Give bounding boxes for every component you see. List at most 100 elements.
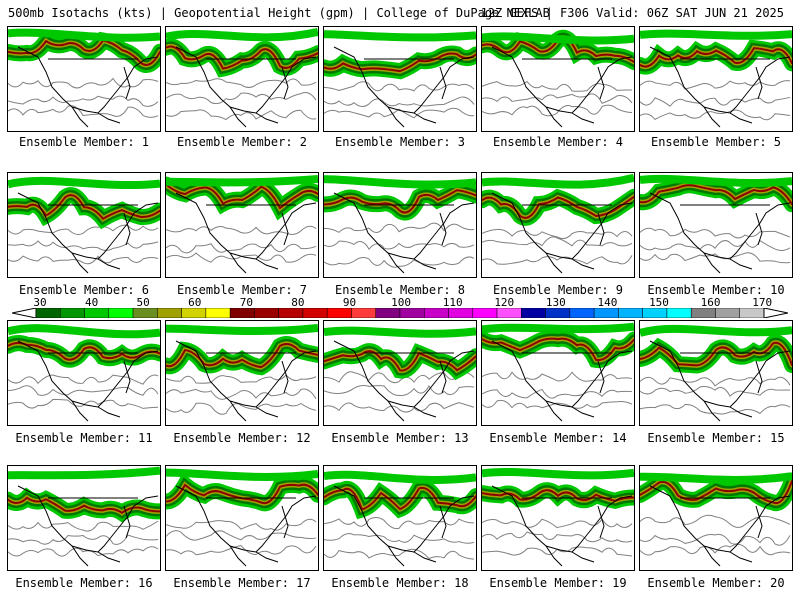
member-caption: Ensemble Member: 14 xyxy=(489,431,627,445)
height-contour xyxy=(324,517,475,530)
jet-isotach-band xyxy=(8,39,160,66)
jet-isotach-band xyxy=(324,52,476,73)
member-caption: Ensemble Member: 5 xyxy=(650,135,782,149)
coastline-outline xyxy=(491,485,633,567)
coastline-outline xyxy=(649,485,791,567)
jet-isotach-band xyxy=(482,322,634,334)
member-map xyxy=(640,324,792,422)
member-panel xyxy=(481,320,635,426)
colorbar-swatch xyxy=(399,308,425,318)
coastline-outline xyxy=(175,340,317,422)
colorbar-swatch xyxy=(618,308,643,318)
height-contour xyxy=(324,384,475,397)
member-caption: Ensemble Member: 8 xyxy=(334,283,466,297)
colorbar-swatch xyxy=(35,308,61,318)
member-caption: Ensemble Member: 10 xyxy=(647,283,785,297)
colorbar-tick-label: 30 xyxy=(33,296,47,309)
coastline-outline xyxy=(649,340,791,422)
colorbar-tick-label: 160 xyxy=(700,296,721,309)
height-contour xyxy=(640,227,791,239)
colorbar-swatch xyxy=(472,308,498,318)
coastline-outline xyxy=(333,192,475,274)
jet-isotach-band xyxy=(640,479,792,505)
height-contour xyxy=(8,105,159,118)
member-panel xyxy=(639,26,793,132)
height-contour xyxy=(482,80,633,92)
height-contour xyxy=(482,236,633,247)
height-contour xyxy=(166,530,317,541)
height-contour xyxy=(8,534,159,545)
height-contour xyxy=(482,371,633,382)
member-map xyxy=(8,176,160,274)
height-contour xyxy=(640,109,791,121)
jet-isotach-band xyxy=(640,341,792,367)
colorbar-swatch xyxy=(254,308,279,318)
colorbar-tick-label: 90 xyxy=(342,296,357,309)
height-contour xyxy=(8,398,159,409)
member-panel xyxy=(639,465,793,571)
coastline-outline xyxy=(17,340,159,422)
member-map xyxy=(482,173,634,274)
jet-isotach-band xyxy=(324,30,476,42)
member-caption: Ensemble Member: 11 xyxy=(15,431,153,445)
height-contour xyxy=(482,228,633,240)
member-caption: Ensemble Member: 3 xyxy=(334,135,466,149)
jet-isotach-band xyxy=(166,45,318,70)
height-contour xyxy=(640,376,791,387)
height-contour xyxy=(166,388,317,400)
colorbar-swatch xyxy=(545,308,571,318)
height-contour xyxy=(324,532,475,544)
jet-isotach-band xyxy=(166,343,318,369)
member-panel xyxy=(481,172,635,278)
colorbar-tick-label: 60 xyxy=(188,296,202,309)
jet-isotach-band xyxy=(8,342,160,361)
height-contour xyxy=(166,544,317,556)
member-map xyxy=(166,323,318,422)
jet-isotach-band xyxy=(482,173,634,189)
height-contour xyxy=(166,91,317,105)
colorbar-swatch xyxy=(278,308,304,318)
member-panel xyxy=(639,172,793,278)
height-contour xyxy=(640,80,791,90)
jet-isotach-band xyxy=(8,466,160,480)
member-map xyxy=(640,174,792,274)
jet-isotach-band xyxy=(166,174,318,187)
member-map xyxy=(482,29,634,128)
colorbar-swatch xyxy=(496,308,522,318)
member-panel xyxy=(323,26,477,132)
member-map xyxy=(166,28,318,128)
jet-isotach-band xyxy=(324,350,476,372)
height-contour xyxy=(640,252,791,264)
height-contour xyxy=(166,109,317,121)
height-contour xyxy=(482,546,633,557)
colorbar-swatch xyxy=(593,308,619,318)
member-panel xyxy=(165,26,319,132)
jet-isotach-band xyxy=(324,175,476,189)
height-contour xyxy=(482,255,633,265)
member-caption: Ensemble Member: 16 xyxy=(15,576,153,590)
height-contour xyxy=(324,107,475,119)
member-caption: Ensemble Member: 6 xyxy=(18,283,150,297)
colorbar-swatch xyxy=(60,308,85,318)
member-caption: Ensemble Member: 18 xyxy=(331,576,469,590)
height-contour xyxy=(324,240,475,251)
height-contour xyxy=(640,514,791,528)
member-panel xyxy=(7,26,161,132)
height-contour xyxy=(324,81,475,92)
height-contour xyxy=(324,548,475,560)
colorbar-swatch xyxy=(326,308,352,318)
member-panel xyxy=(165,465,319,571)
member-panel xyxy=(7,320,161,426)
member-caption: Ensemble Member: 4 xyxy=(492,135,624,149)
member-caption: Ensemble Member: 19 xyxy=(489,576,627,590)
member-caption: Ensemble Member: 17 xyxy=(173,576,311,590)
height-contour xyxy=(482,518,633,529)
colorbar-swatches xyxy=(12,308,788,318)
jet-isotach-band xyxy=(8,176,160,189)
jet-isotach-band xyxy=(8,496,160,515)
member-panel xyxy=(639,320,793,426)
height-contour xyxy=(166,402,317,415)
jet-isotach-band xyxy=(482,195,634,219)
member-map xyxy=(324,30,476,128)
jet-isotach-band xyxy=(324,470,476,484)
